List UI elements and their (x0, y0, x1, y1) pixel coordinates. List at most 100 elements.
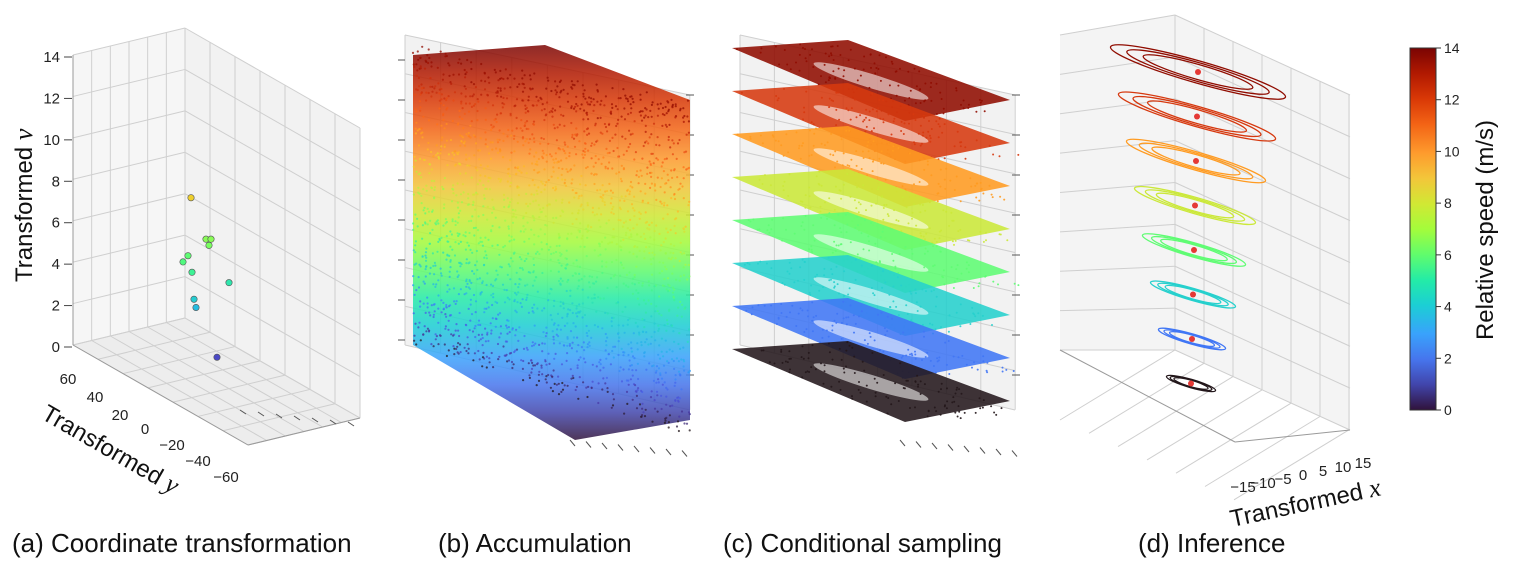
panel-b-point (414, 213, 417, 216)
panel-c-point (905, 379, 908, 382)
panel-b-point (586, 334, 589, 337)
panel-b-point (611, 236, 614, 239)
panel-c-point (946, 400, 949, 403)
panel-c-point (780, 350, 783, 353)
panel-c-point (827, 256, 830, 259)
panel-b-point (515, 348, 519, 351)
panel-c-point (901, 185, 904, 188)
panel-a-point (187, 194, 195, 202)
colorbar-tick-label: 12 (1444, 92, 1460, 108)
panel-b-point (433, 186, 437, 189)
panel-b-point (546, 76, 549, 79)
panel-b-point (653, 407, 657, 410)
panel-c-point (853, 67, 856, 70)
panel-b-point (468, 280, 471, 283)
panel-c-point (880, 162, 883, 165)
panel-b-point (535, 151, 538, 154)
panel-c-point (899, 67, 901, 70)
panel-b-point (491, 284, 495, 288)
panel-b-point (682, 365, 685, 368)
panel-c-point (884, 281, 887, 284)
panel-b-point (546, 101, 549, 104)
panel-b-point (422, 280, 425, 283)
panel-c-point (956, 130, 959, 133)
panel-c-point (847, 109, 850, 112)
panel-b-point (669, 243, 673, 246)
panel-b-point (655, 305, 658, 308)
panel-c-point (825, 329, 828, 332)
panel-b-point (590, 336, 593, 339)
panel-b-point (644, 221, 647, 224)
panel-b-point (521, 136, 525, 139)
panel-b-point (505, 324, 508, 327)
panel-b-point (622, 354, 625, 357)
panel-b-point (633, 209, 636, 212)
panel-b-point (413, 334, 416, 337)
panel-c-point (933, 406, 936, 409)
panel-c-point (967, 264, 970, 267)
panel-b-point (421, 237, 424, 240)
panel-b-point (583, 153, 587, 156)
panel-b-point (520, 305, 524, 308)
panel-b-point (683, 230, 686, 233)
panel-c-point (969, 177, 972, 180)
panel-b-point (542, 206, 545, 210)
panel-c-point (811, 48, 813, 51)
panel-c-point (916, 374, 919, 377)
panel-c-point (975, 196, 978, 199)
panel-b-point (571, 222, 574, 225)
panel-c-point (822, 286, 824, 289)
panel-b-point (559, 91, 562, 94)
panel-b-x-tick-mark (681, 450, 688, 457)
panel-b-point (588, 96, 591, 99)
panel-b-accumulation (398, 34, 694, 457)
panel-c-point (834, 166, 836, 169)
panel-b-point (437, 240, 440, 243)
panel-b-point (554, 157, 558, 160)
panel-b-point (636, 233, 639, 236)
panel-c-point (784, 360, 787, 363)
panel-b-point (601, 260, 604, 263)
panel-b-point (470, 176, 473, 179)
panel-b-point (434, 264, 437, 267)
panel-b-point (571, 341, 574, 344)
panel-c-point (923, 168, 926, 171)
panel-b-point (673, 340, 676, 343)
panel-b-point (545, 160, 548, 163)
panel-b-point (583, 349, 586, 352)
panel-c-point (967, 271, 970, 274)
panel-b-point (524, 121, 527, 124)
panel-b-point (644, 130, 647, 133)
panel-c-point (868, 240, 870, 243)
panel-b-point (566, 237, 569, 240)
panel-c-point (859, 74, 862, 77)
panel-b-point (471, 330, 475, 333)
panel-c-point (964, 157, 967, 160)
panel-c-point (843, 270, 846, 273)
panel-a-y-tick-label: 40 (87, 389, 104, 406)
panel-b-point (533, 168, 536, 172)
panel-c-point (907, 348, 910, 351)
panel-b-point (566, 384, 569, 387)
panel-b-point (497, 358, 500, 361)
panel-a-point (192, 303, 200, 311)
panel-b-point (663, 204, 666, 207)
panel-c-point (803, 261, 806, 263)
panel-b-point (590, 226, 593, 229)
panel-b-point (563, 124, 566, 127)
panel-b-point (673, 384, 676, 387)
panel-b-point (545, 243, 548, 246)
panel-b-point (516, 202, 520, 205)
panel-b-point (601, 132, 604, 135)
panel-b-point (571, 374, 574, 377)
panel-c-x-tick-mark (963, 445, 970, 453)
panel-b-point (484, 118, 487, 121)
panel-b-point (631, 132, 634, 135)
panel-c-point (798, 69, 801, 72)
panel-b-point (586, 101, 589, 104)
panel-b-point (642, 299, 646, 302)
panel-d-contour (1109, 44, 1287, 100)
panel-c-point (897, 400, 900, 402)
panel-b-point (664, 237, 667, 240)
panel-b-point (514, 104, 517, 107)
